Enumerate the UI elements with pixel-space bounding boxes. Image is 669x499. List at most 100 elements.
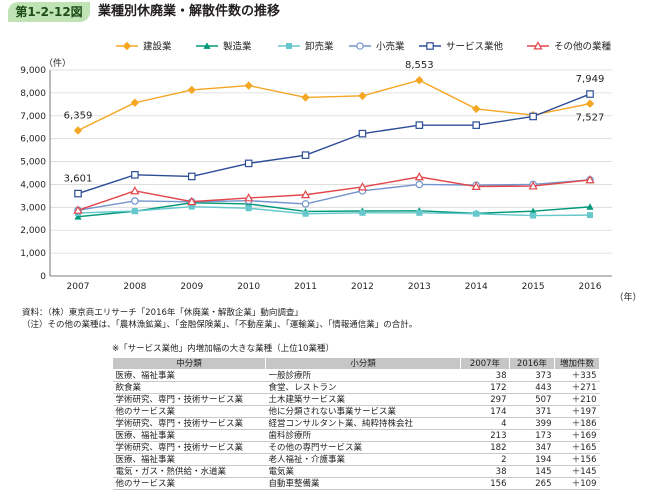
- cell-minor-category: 老人福祉・介護事業: [265, 453, 461, 466]
- x-tick-label: 2010: [237, 282, 260, 292]
- cell-major-category: 学術研究、専門・技術サービス業: [112, 441, 266, 454]
- cell-2007: 172: [460, 381, 510, 394]
- footnote: （注）その他の業種は、「農林漁鉱業」、「金融保険業」、「不動産業」、「運輸業」、…: [22, 320, 418, 330]
- series-services-marker: [131, 171, 139, 179]
- x-axis-ticks: 2007 2008 2009 2010 2011 2012 2013 2014 2015 2016: [67, 282, 602, 292]
- data-label: 7,527: [576, 113, 605, 124]
- cell-minor-category: 経営コンサルタント業、純粋持株会社: [265, 417, 461, 430]
- series-wholesale-marker: [302, 210, 309, 217]
- series-wholesale: [75, 203, 593, 219]
- x-tick-label: 2009: [180, 282, 203, 292]
- cell-increase: ＋109: [554, 477, 600, 490]
- legend-construction-marker: [122, 41, 132, 51]
- series-construction-marker: [130, 98, 140, 107]
- series-other-marker: [130, 186, 140, 195]
- data-label: 6,359: [64, 110, 93, 121]
- data-label: 7,949: [576, 74, 605, 85]
- series-services-marker: [244, 159, 253, 168]
- table-row: 他のサービス業 他に分類されない事業サービス業 174 371 ＋197: [112, 405, 600, 418]
- legend-item-services: サービス業他: [419, 41, 504, 53]
- cell-2016: 194: [509, 453, 555, 466]
- cell-major-category: 他のサービス業: [112, 477, 266, 490]
- col-header-increase: 増加件数: [554, 357, 600, 370]
- cell-2016: 347: [509, 441, 555, 454]
- table-row: 医療、福祉事業 老人福祉・介護事業 2 194 ＋156: [112, 453, 600, 466]
- series-services-marker: [415, 121, 424, 129]
- series-other-marker: [300, 189, 311, 199]
- figure-number-badge: 第1-2-12図: [8, 2, 90, 22]
- legend-services-marker: [426, 42, 434, 50]
- legend-wholesale-marker: [286, 43, 292, 49]
- cell-minor-category: 他に分類されない事業サービス業: [265, 405, 461, 418]
- x-tick-label: 2011: [294, 282, 317, 292]
- figure-header: 第1-2-12図 業種別休廃業・解散件数の推移: [0, 0, 669, 26]
- series-construction-marker: [73, 126, 83, 135]
- series-retail-marker: [131, 197, 139, 205]
- cell-major-category: 他のサービス業: [112, 405, 266, 418]
- series-wholesale-marker: [587, 212, 593, 219]
- y-tick-label: 2,000: [20, 226, 46, 236]
- x-tick-label: 2015: [522, 282, 545, 292]
- legend-item-construction: 建設業: [116, 41, 172, 53]
- series-other-marker: [585, 175, 595, 184]
- series-wholesale-marker: [131, 207, 138, 214]
- table-row: 学術研究、専門・技術サービス業 経営コンサルタント業、純粋持株会社 4 399 ＋186: [112, 417, 600, 430]
- y-tick-label: 8,000: [20, 89, 46, 99]
- series-other-marker: [471, 181, 481, 190]
- line-chart: 建設業 製造業 卸売業 小売業 サービス業他 その他の業種 0 1,000 2,000 3,00…: [20, 41, 641, 304]
- series-other-marker: [244, 193, 254, 202]
- cell-increase: ＋186: [554, 417, 600, 430]
- cell-minor-category: 食堂、レストラン: [265, 381, 461, 394]
- series-retail-marker: [415, 180, 424, 189]
- series-construction-marker: [187, 85, 196, 95]
- legend-item-retail: 小売業: [349, 41, 405, 53]
- cell-major-category: 学術研究、専門・技術サービス業: [112, 417, 266, 430]
- x-axis-label: （年）: [614, 291, 641, 303]
- cell-2007: 4: [460, 417, 510, 430]
- series-services-marker: [358, 129, 367, 138]
- cell-2007: 156: [460, 477, 510, 490]
- col-header-2007: 2007年: [460, 357, 510, 370]
- table-title: ※「サービス業他」内増加幅の大きな業種（上位10業種）: [112, 344, 334, 354]
- chart-notes: 資料：（株）東京商エリサーチ「2016年「休廃業・解散企業」動向調査」 （注）そ…: [22, 307, 417, 331]
- cell-increase: ＋335: [554, 369, 600, 382]
- y-tick-label: 1,000: [20, 249, 46, 259]
- cell-minor-category: その他の専門サービス業: [265, 441, 461, 454]
- series-line-retail: [77, 179, 591, 211]
- legend-other-marker: [533, 41, 543, 50]
- figure-title: 業種別休廃業・解散件数の推移: [98, 4, 281, 19]
- series-other-marker: [73, 205, 83, 214]
- legend-manufacturing-marker: [203, 42, 211, 49]
- table-body: 医療、福祉事業 一般診療所 38 373 ＋335 飲食業 食堂、レストラン 172 443 ＋2…: [112, 369, 600, 490]
- series-line-services: [77, 93, 591, 195]
- table-row: 医療、福祉事業 一般診療所 38 373 ＋335: [112, 369, 600, 382]
- cell-major-category: 学術研究、専門・技術サービス業: [112, 393, 266, 406]
- cell-2007: 213: [460, 429, 510, 442]
- cell-increase: ＋210: [554, 393, 600, 406]
- y-tick-label: 9,000: [20, 66, 46, 76]
- cell-minor-category: 土木建築サービス業: [265, 393, 461, 406]
- series-manufacturing-marker: [74, 213, 82, 220]
- series-construction-marker: [472, 104, 481, 114]
- x-tick-label: 2012: [351, 282, 374, 292]
- y-tick-label: 7,000: [20, 112, 46, 122]
- cell-increase: ＋156: [554, 453, 600, 466]
- table-row: 医療、福祉事業 歯科診療所 213 173 ＋169: [112, 429, 600, 442]
- cell-2016: 173: [509, 429, 555, 442]
- legend-label: 製造業: [223, 41, 252, 53]
- col-header-minor: 小分類: [265, 357, 461, 370]
- cell-2007: 182: [460, 441, 510, 454]
- series-services-marker: [586, 90, 594, 98]
- cell-major-category: 飲食業: [112, 381, 266, 394]
- cell-2016: 443: [509, 381, 555, 394]
- table-row: 学術研究、専門・技術サービス業 土木建築サービス業 297 507 ＋210: [112, 393, 600, 406]
- series-other-marker: [414, 172, 424, 181]
- cell-2007: 38: [460, 369, 510, 382]
- y-tick-label: 4,000: [20, 180, 46, 190]
- cell-minor-category: 一般診療所: [265, 369, 461, 382]
- series-wholesale-marker: [416, 209, 423, 216]
- x-tick-label: 2016: [579, 282, 602, 292]
- legend-label: サービス業他: [446, 41, 504, 53]
- chart-legend: 建設業 製造業 卸売業 小売業 サービス業他 その他の業種: [116, 41, 612, 53]
- table-row: 他のサービス業 自動車整備業 156 265 ＋109: [112, 477, 600, 490]
